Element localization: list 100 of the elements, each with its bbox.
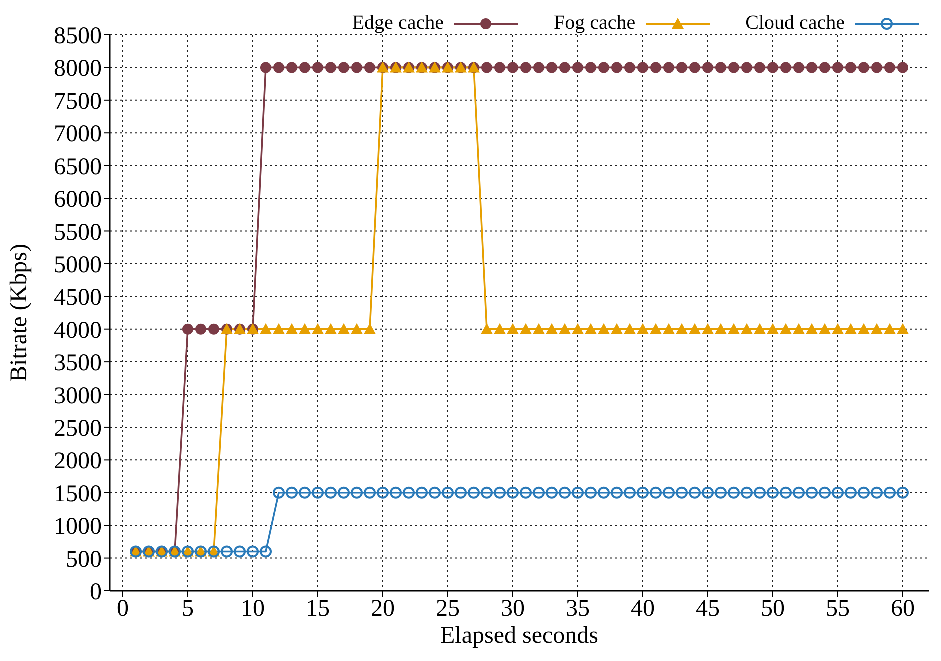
point — [351, 323, 363, 334]
point — [364, 486, 376, 499]
point — [650, 62, 662, 74]
point — [533, 486, 545, 499]
point — [611, 486, 623, 499]
point — [780, 62, 792, 74]
point — [845, 323, 857, 334]
point — [819, 323, 831, 334]
point — [624, 486, 636, 499]
x-tick-label: 45 — [696, 596, 720, 622]
x-tick-label: 35 — [566, 596, 590, 622]
point — [845, 486, 857, 499]
point — [533, 323, 545, 334]
point — [715, 486, 727, 499]
point — [689, 486, 701, 499]
point — [897, 323, 909, 334]
point — [780, 323, 792, 334]
point — [716, 62, 726, 74]
point — [260, 546, 272, 558]
y-tick-label: 7000 — [54, 122, 102, 148]
point — [871, 486, 883, 499]
y-tick-label: 6000 — [54, 187, 102, 214]
point — [560, 62, 570, 74]
point — [260, 323, 272, 334]
point — [274, 62, 284, 74]
point — [468, 486, 480, 499]
point — [754, 323, 766, 334]
y-tick-label: 8000 — [54, 56, 102, 82]
point — [286, 486, 298, 499]
y-tick-label: 0 — [90, 580, 102, 606]
point — [638, 62, 648, 74]
point — [832, 62, 844, 74]
point — [806, 62, 818, 74]
point — [572, 323, 584, 334]
point — [715, 323, 727, 334]
point — [559, 323, 571, 334]
point — [897, 486, 909, 499]
y-tick-label: 4500 — [54, 285, 102, 312]
point — [806, 486, 818, 499]
point — [534, 62, 544, 74]
point — [637, 323, 649, 334]
x-tick-label: 55 — [826, 596, 850, 622]
point — [819, 486, 831, 499]
point — [286, 62, 298, 74]
y-tick-label: 500 — [66, 546, 102, 573]
point — [507, 486, 519, 499]
point — [585, 323, 597, 334]
point — [234, 546, 246, 558]
point — [663, 486, 675, 499]
point — [273, 323, 285, 334]
point — [767, 323, 779, 334]
point — [754, 62, 766, 74]
y-tick-label: 1000 — [54, 514, 102, 540]
point — [300, 62, 310, 74]
point — [520, 62, 532, 74]
point — [742, 62, 752, 74]
y-tick-label: 6500 — [54, 154, 102, 180]
point — [663, 323, 675, 334]
point — [352, 62, 362, 74]
y-tick-label: 3500 — [54, 350, 102, 377]
point — [884, 62, 896, 74]
point — [728, 62, 740, 74]
point — [247, 546, 259, 558]
legend-label: Cloud cache — [746, 12, 845, 35]
point — [572, 486, 584, 499]
point — [221, 546, 233, 558]
point — [585, 486, 597, 499]
point — [586, 62, 596, 74]
point — [858, 486, 870, 499]
point — [690, 62, 700, 74]
point — [273, 486, 285, 499]
point — [326, 62, 336, 74]
y-tick-label: 5500 — [54, 220, 102, 246]
legend-label: Edge cache — [352, 12, 444, 35]
point — [728, 486, 740, 499]
point — [898, 62, 908, 74]
point — [364, 323, 376, 334]
point — [858, 62, 870, 74]
point — [637, 486, 649, 499]
point — [702, 323, 714, 334]
point — [208, 324, 220, 335]
point — [182, 324, 194, 335]
point — [325, 486, 337, 499]
point — [871, 323, 883, 334]
point — [676, 323, 688, 334]
point — [624, 323, 636, 334]
point — [325, 323, 337, 334]
point — [884, 486, 896, 499]
point — [793, 486, 805, 499]
x-tick-label: 0 — [117, 596, 129, 622]
point — [546, 62, 558, 74]
point — [832, 486, 844, 499]
point — [820, 62, 830, 74]
point — [664, 62, 674, 74]
x-tick-label: 30 — [501, 596, 525, 622]
x-axis-title: Elapsed seconds — [440, 623, 598, 649]
point — [572, 62, 584, 74]
point — [884, 323, 896, 334]
point — [872, 62, 882, 74]
point — [520, 323, 532, 334]
